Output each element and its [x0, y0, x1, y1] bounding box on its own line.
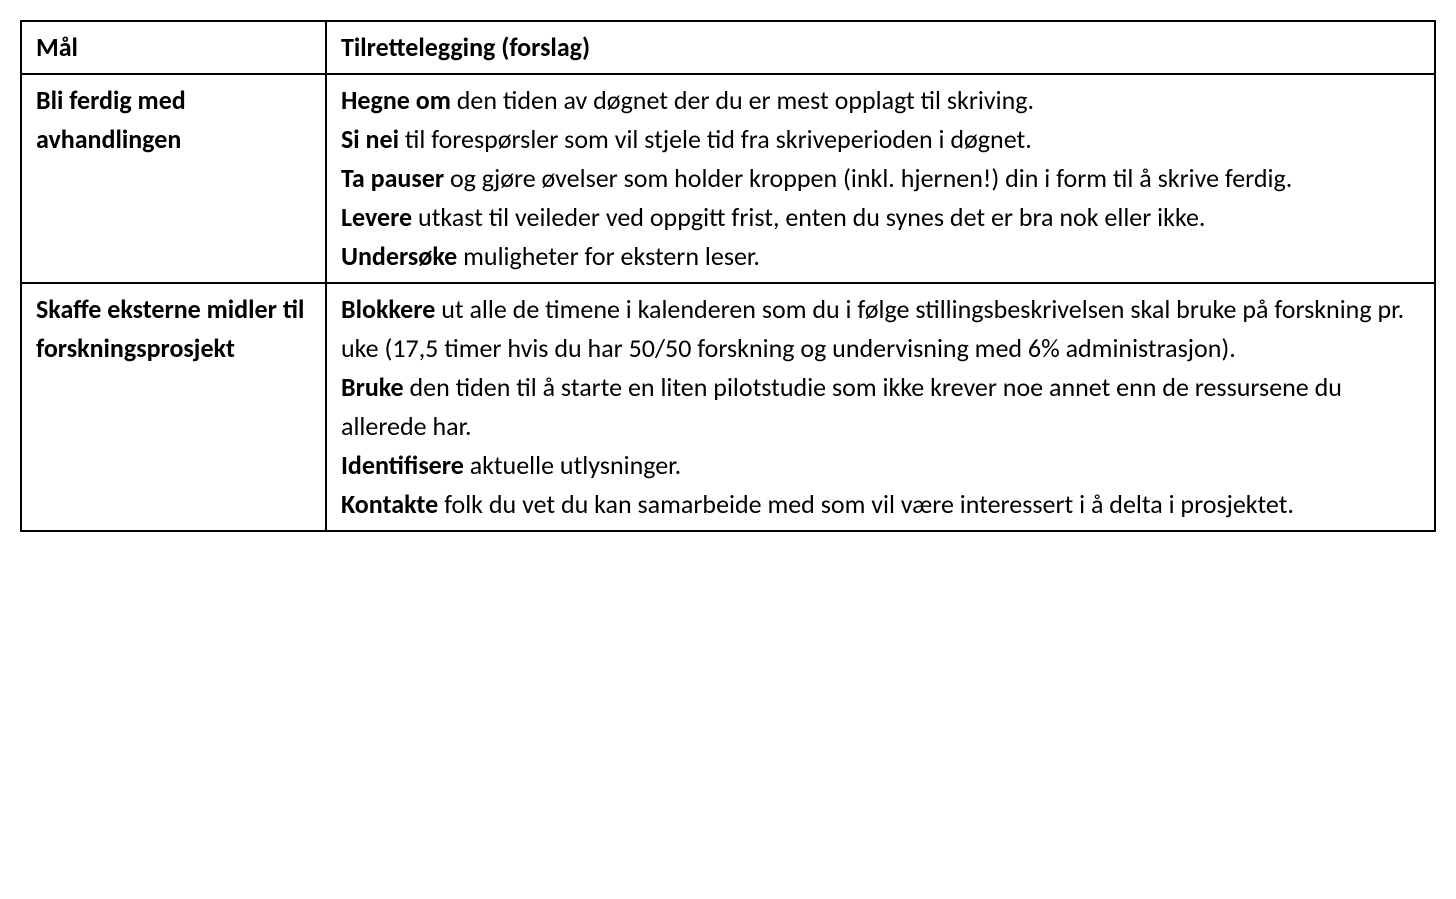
suggestion-item: Levere utkast til veileder ved oppgitt f…	[341, 198, 1420, 237]
suggestion-item: Ta pauser og gjøre øvelser som holder kr…	[341, 159, 1420, 198]
suggestion-lead: Si nei	[341, 123, 399, 155]
suggestion-lead: Undersøke	[341, 240, 457, 272]
goals-table: Mål Tilrettelegging (forslag) Bli ferdig…	[20, 20, 1436, 532]
suggestion-rest: folk du vet du kan samarbeide med som vi…	[438, 488, 1294, 520]
table-row: Skaffe eksterne midler til forskningspro…	[21, 283, 1435, 531]
suggestion-lead: Bruke	[341, 371, 404, 403]
goal-cell: Skaffe eksterne midler til forskningspro…	[21, 283, 326, 531]
suggestion-lead: Levere	[341, 201, 412, 233]
suggestion-item: Undersøke muligheter for ekstern leser.	[341, 237, 1420, 276]
suggestions-cell: Blokkere ut alle de timene i kalenderen …	[326, 283, 1435, 531]
goal-cell: Bli ferdig med avhandlingen	[21, 74, 326, 283]
suggestion-item: Bruke den tiden til å starte en liten pi…	[341, 368, 1420, 446]
suggestion-rest: den tiden av døgnet der du er mest oppla…	[451, 84, 1034, 116]
suggestion-rest: utkast til veileder ved oppgitt frist, e…	[412, 201, 1205, 233]
suggestion-rest: den tiden til å starte en liten pilotstu…	[341, 371, 1342, 442]
suggestion-lead: Identifisere	[341, 449, 464, 481]
suggestion-item: Identifisere aktuelle utlysninger.	[341, 446, 1420, 485]
suggestion-rest: og gjøre øvelser som holder kroppen (ink…	[444, 162, 1292, 194]
goal-text: Bli ferdig med avhandlingen	[36, 84, 186, 155]
suggestion-lead: Blokkere	[341, 293, 435, 325]
suggestion-lead: Kontakte	[341, 488, 438, 520]
goal-text: Skaffe eksterne midler til forskningspro…	[36, 293, 304, 364]
header-goal: Mål	[21, 21, 326, 74]
suggestion-lead: Ta pauser	[341, 162, 444, 194]
suggestion-item: Hegne om den tiden av døgnet der du er m…	[341, 81, 1420, 120]
suggestion-rest: aktuelle utlysninger.	[464, 449, 681, 481]
suggestion-rest: til forespørsler som vil stjele tid fra …	[399, 123, 1032, 155]
suggestion-lead: Hegne om	[341, 84, 451, 116]
suggestions-cell: Hegne om den tiden av døgnet der du er m…	[326, 74, 1435, 283]
suggestion-rest: muligheter for ekstern leser.	[457, 240, 760, 272]
header-suggestions: Tilrettelegging (forslag)	[326, 21, 1435, 74]
suggestion-rest: ut alle de timene i kalenderen som du i …	[341, 293, 1404, 364]
suggestion-item: Si nei til forespørsler som vil stjele t…	[341, 120, 1420, 159]
table-row: Bli ferdig med avhandlingen Hegne om den…	[21, 74, 1435, 283]
suggestion-item: Kontakte folk du vet du kan samarbeide m…	[341, 485, 1420, 524]
table-header-row: Mål Tilrettelegging (forslag)	[21, 21, 1435, 74]
suggestion-item: Blokkere ut alle de timene i kalenderen …	[341, 290, 1420, 368]
